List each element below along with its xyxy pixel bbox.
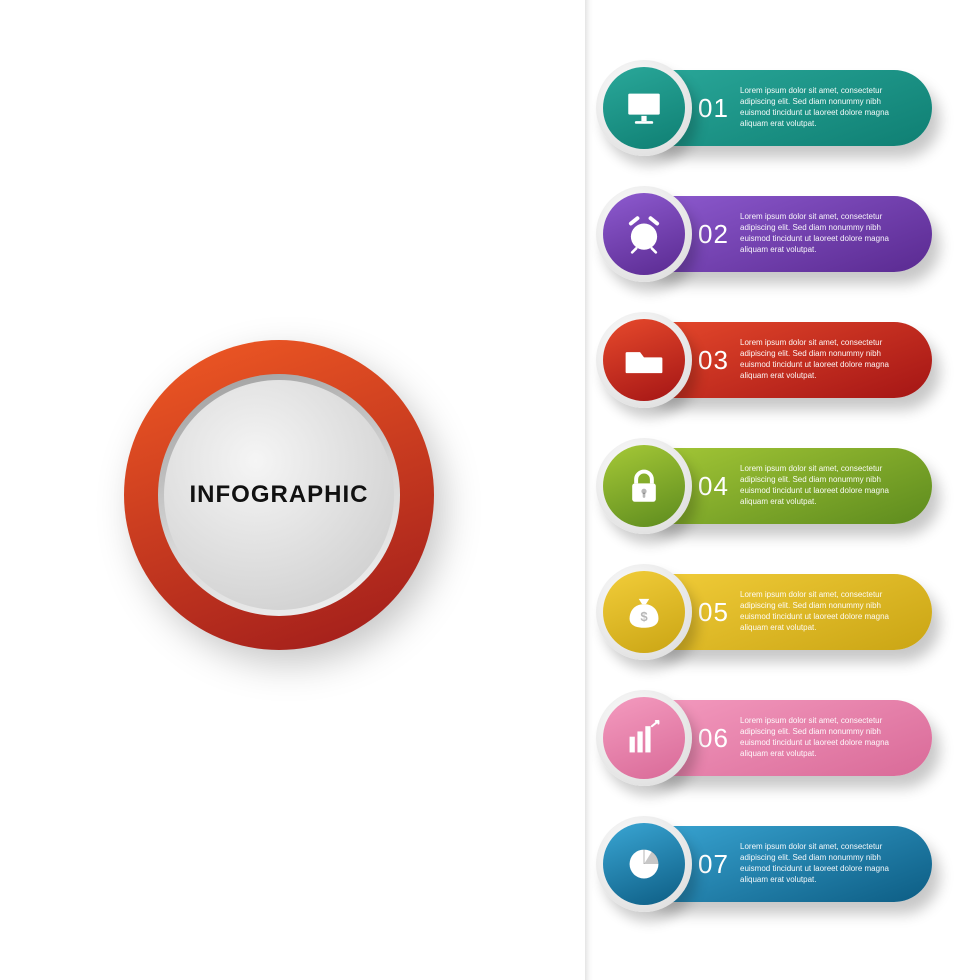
info-number: 04 — [698, 471, 740, 502]
main-circle-label: INFOGRAPHIC — [190, 481, 369, 509]
lock-icon — [603, 445, 685, 527]
info-item-02: 02Lorem ipsum dolor sit amet, consectetu… — [596, 186, 956, 282]
badge-ring — [596, 60, 692, 156]
alarm-clock-icon — [603, 193, 685, 275]
info-number: 03 — [698, 345, 740, 376]
monitor-icon — [603, 67, 685, 149]
info-number: 02 — [698, 219, 740, 250]
main-circle-inner: INFOGRAPHIC — [164, 380, 394, 610]
items-column: 01Lorem ipsum dolor sit amet, consectetu… — [596, 60, 956, 942]
info-body-text: Lorem ipsum dolor sit amet, consectetur … — [740, 464, 932, 507]
info-body-text: Lorem ipsum dolor sit amet, consectetur … — [740, 716, 932, 759]
main-circle: INFOGRAPHIC — [124, 340, 434, 650]
info-item-03: 03Lorem ipsum dolor sit amet, consectetu… — [596, 312, 956, 408]
info-body-text: Lorem ipsum dolor sit amet, consectetur … — [740, 842, 932, 885]
info-number: 01 — [698, 93, 740, 124]
badge-ring — [596, 186, 692, 282]
info-item-05: 05Lorem ipsum dolor sit amet, consectetu… — [596, 564, 956, 660]
info-number: 07 — [698, 849, 740, 880]
info-item-06: 06Lorem ipsum dolor sit amet, consectetu… — [596, 690, 956, 786]
info-number: 06 — [698, 723, 740, 754]
bar-chart-icon — [603, 697, 685, 779]
info-body-text: Lorem ipsum dolor sit amet, consectetur … — [740, 590, 932, 633]
badge-ring — [596, 564, 692, 660]
info-body-text: Lorem ipsum dolor sit amet, consectetur … — [740, 86, 932, 129]
info-body-text: Lorem ipsum dolor sit amet, consectetur … — [740, 338, 932, 381]
badge-ring — [596, 690, 692, 786]
info-item-01: 01Lorem ipsum dolor sit amet, consectetu… — [596, 60, 956, 156]
info-item-04: 04Lorem ipsum dolor sit amet, consectetu… — [596, 438, 956, 534]
badge-ring — [596, 816, 692, 912]
badge-ring — [596, 438, 692, 534]
info-body-text: Lorem ipsum dolor sit amet, consectetur … — [740, 212, 932, 255]
badge-ring — [596, 312, 692, 408]
pie-chart-icon — [603, 823, 685, 905]
folder-icon — [603, 319, 685, 401]
info-number: 05 — [698, 597, 740, 628]
info-item-07: 07Lorem ipsum dolor sit amet, consectetu… — [596, 816, 956, 912]
money-bag-icon — [603, 571, 685, 653]
